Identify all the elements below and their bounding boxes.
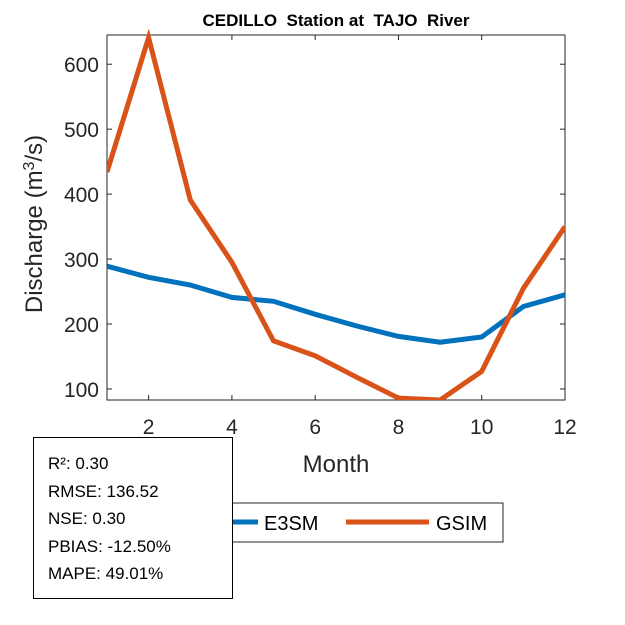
statistics-box: R²: 0.30 RMSE: 136.52 NSE: 0.30 PBIAS: -… (33, 437, 233, 599)
x-tick-label: 10 (470, 416, 493, 439)
x-tick-label: 4 (226, 416, 238, 439)
y-axis: 100 200 300 400 500 600 (64, 54, 565, 402)
stat-mape: MAPE: 49.01% (48, 564, 164, 583)
y-tick-label: 100 (64, 379, 99, 402)
series-line-e3sm (107, 263, 565, 345)
stat-r2: R²: 0.30 (48, 454, 109, 473)
legend-label-e3sm: E3SM (264, 513, 318, 535)
y-tick-label: 500 (64, 119, 99, 142)
x-axis-label: Month (303, 451, 370, 478)
y-axis-label: Discharge (m3/s) (21, 135, 49, 313)
x-tick-label: 8 (393, 416, 405, 439)
stat-pbias: PBIAS: -12.50% (48, 536, 171, 556)
x-tick-label: 12 (553, 416, 576, 439)
series-line-gsim (107, 29, 565, 400)
series-lines (107, 29, 565, 400)
y-tick-label: 400 (64, 184, 99, 207)
stat-rmse: RMSE: 136.52 (48, 481, 159, 501)
legend-label-gsim: GSIM (436, 513, 487, 535)
chart-title: CEDILLO Station at TAJO River (203, 11, 470, 30)
plot-area (106, 34, 566, 401)
y-tick-label: 200 (64, 314, 99, 337)
x-tick-label: 6 (309, 416, 321, 439)
y-tick-label: 600 (64, 54, 99, 77)
x-tick-label: 2 (143, 416, 155, 439)
legend: E3SM GSIM (199, 502, 504, 543)
y-tick-label: 300 (64, 249, 99, 272)
axes-box (106, 34, 566, 401)
x-axis: 2 4 6 8 10 12 (143, 35, 577, 439)
stat-nse: NSE: 0.30 (48, 509, 126, 528)
